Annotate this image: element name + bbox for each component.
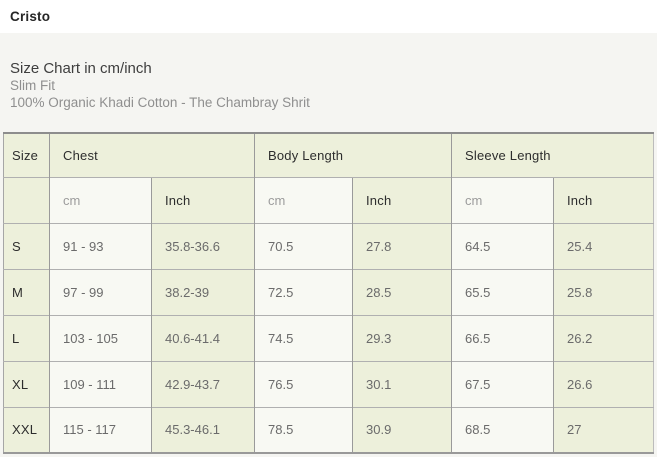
size-chart-section: Size Chart in cm/inch Slim Fit 100% Orga… [0, 33, 657, 457]
col-header-chest: Chest [49, 132, 255, 177]
value-cell-chest-inch: 38.2-39 [151, 268, 255, 315]
value-cell-sleeve-cm: 67.5 [451, 360, 554, 407]
size-cell: L [3, 314, 50, 361]
value-cell-body-inch: 30.1 [352, 360, 452, 407]
value-cell-chest-cm: 115 - 117 [49, 406, 152, 453]
value-cell-sleeve-inch: 25.4 [552, 222, 654, 269]
material-label: 100% Organic Khadi Cotton - The Chambray… [10, 94, 310, 110]
value-cell-sleeve-inch: 26.6 [552, 360, 654, 407]
col-header-size: Size [3, 132, 50, 177]
value-cell-chest-inch: 35.8-36.6 [151, 222, 255, 269]
size-cell: S [3, 222, 50, 269]
table-row-xxl: XXL 115 - 117 45.3-46.1 78.5 30.9 68.5 2… [3, 406, 654, 453]
value-cell-body-inch: 27.8 [352, 222, 452, 269]
value-cell-body-cm: 70.5 [254, 222, 353, 269]
unit-header-inch: Inch [151, 176, 255, 223]
table-row-m: M 97 - 99 38.2-39 72.5 28.5 65.5 25.8 [3, 268, 654, 315]
chart-title: Size Chart in cm/inch [10, 60, 152, 77]
value-cell-chest-cm: 103 - 105 [49, 314, 152, 361]
value-cell-body-cm: 72.5 [254, 268, 353, 315]
value-cell-chest-cm: 91 - 93 [49, 222, 152, 269]
value-cell-body-cm: 74.5 [254, 314, 353, 361]
table-row-s: S 91 - 93 35.8-36.6 70.5 27.8 64.5 25.4 [3, 222, 654, 269]
column-group-row: Size Chest Body Length Sleeve Length [3, 132, 654, 177]
size-cell: XL [3, 360, 50, 407]
value-cell-sleeve-cm: 68.5 [451, 406, 554, 453]
page-title: Cristo [10, 9, 51, 24]
unit-header-inch: Inch [552, 176, 654, 223]
value-cell-body-cm: 76.5 [254, 360, 353, 407]
size-cell: M [3, 268, 50, 315]
col-header-sleeve-length: Sleeve Length [450, 132, 654, 177]
value-cell-body-cm: 78.5 [254, 406, 353, 453]
value-cell-sleeve-inch: 25.8 [552, 268, 654, 315]
value-cell-sleeve-cm: 64.5 [451, 222, 554, 269]
unit-header-empty [3, 176, 50, 223]
size-cell: XXL [3, 406, 50, 453]
col-header-body-length: Body Length [254, 132, 452, 177]
value-cell-chest-cm: 97 - 99 [49, 268, 152, 315]
value-cell-sleeve-cm: 65.5 [451, 268, 554, 315]
value-cell-chest-cm: 109 - 111 [49, 360, 152, 407]
value-cell-chest-inch: 42.9-43.7 [151, 360, 255, 407]
unit-header-row: cm Inch cm Inch cm Inch [3, 176, 654, 223]
value-cell-chest-inch: 45.3-46.1 [151, 406, 255, 453]
value-cell-sleeve-cm: 66.5 [451, 314, 554, 361]
value-cell-sleeve-inch: 26.2 [552, 314, 654, 361]
value-cell-body-inch: 29.3 [352, 314, 452, 361]
value-cell-chest-inch: 40.6-41.4 [151, 314, 255, 361]
unit-header-cm: cm [451, 176, 554, 223]
value-cell-body-inch: 28.5 [352, 268, 452, 315]
table-row-xl: XL 109 - 111 42.9-43.7 76.5 30.1 67.5 26… [3, 360, 654, 407]
unit-header-cm: cm [254, 176, 353, 223]
unit-header-cm: cm [49, 176, 152, 223]
fit-label: Slim Fit [10, 78, 55, 93]
value-cell-sleeve-inch: 27 [552, 406, 654, 453]
title-bar: Cristo [0, 0, 657, 33]
size-chart-table: Size Chest Body Length Sleeve Length cm … [3, 132, 655, 454]
chart-intro: Size Chart in cm/inch Slim Fit 100% Orga… [0, 33, 657, 111]
table-row-l: L 103 - 105 40.6-41.4 74.5 29.3 66.5 26.… [3, 314, 654, 361]
unit-header-inch: Inch [352, 176, 452, 223]
value-cell-body-inch: 30.9 [352, 406, 452, 453]
